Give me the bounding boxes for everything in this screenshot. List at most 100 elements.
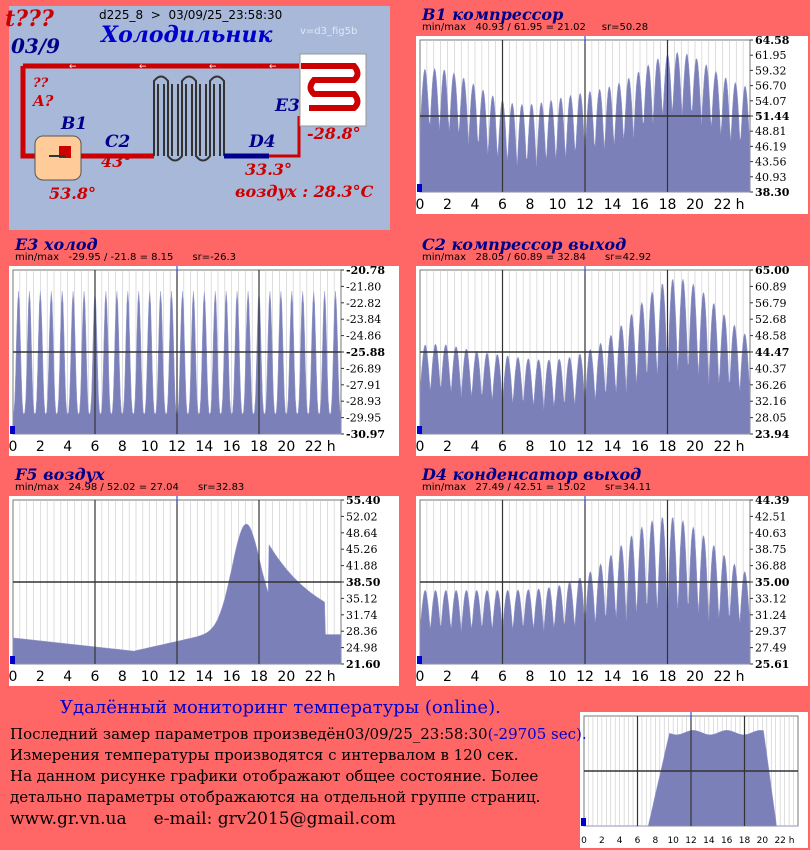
chart-mini: 0 2 4 6 8 10 12 14 16 18 20 22 h — [580, 712, 808, 848]
chart-2-minmax: min/max -29.95 / -21.8 = 8.15 sr=-26.3 — [15, 252, 237, 263]
y-tick-label: 56.79 — [755, 297, 787, 310]
label-b1: B1 — [61, 114, 88, 134]
x-tick-label: 14 — [195, 439, 213, 455]
start-marker — [417, 426, 422, 434]
x-tick-label: 14 — [604, 669, 622, 685]
x-tick-label: 22 — [774, 836, 785, 846]
compressor-icon — [34, 135, 82, 181]
y-tick-label: 31.74 — [346, 609, 378, 622]
y-tick-label: 59.32 — [755, 64, 787, 77]
y-tick-label: 35.00 — [755, 576, 790, 589]
y-tick-label: 55.40 — [346, 496, 381, 507]
y-tick-label: -26.89 — [346, 362, 381, 375]
date-mark: 03/9 — [11, 34, 61, 58]
x-tick-label: 10 — [141, 669, 159, 685]
x-tick-label: 4 — [63, 669, 72, 685]
schematic-title: Холодильник — [101, 22, 273, 48]
chart-e3-cold: -20.78 -21.80 -22.82 -23.84 -24.86 -25.88 -26.… — [9, 266, 399, 456]
chart-c2-compressor-out: 65.00 60.89 56.79 52.68 48.58 44.47 40.37 36.26… — [416, 266, 808, 456]
y-tick-label: -27.91 — [346, 379, 381, 392]
x-tick-label: 4 — [471, 669, 480, 685]
footer-line-2: Измерения температуры производятся с инт… — [10, 746, 519, 764]
x-tick-label: 16 — [223, 439, 241, 455]
x-tick-label: 20 — [277, 669, 295, 685]
x-tick-label: 6 — [498, 197, 507, 213]
x-tick-label: 20 — [277, 439, 295, 455]
y-tick-label: 52.68 — [755, 313, 787, 326]
y-tick-label: -29.95 — [346, 412, 381, 425]
chart-4-title: F5 воздух — [15, 465, 105, 484]
start-marker — [10, 656, 15, 664]
y-tick-label: 40.93 — [755, 171, 787, 184]
y-tick-label: 48.64 — [346, 527, 378, 540]
x-tick-label: 12 — [685, 836, 696, 846]
x-tick-label: 8 — [652, 836, 658, 846]
y-tick-label: 29.37 — [755, 625, 787, 638]
x-tick-label: 16 — [721, 836, 733, 846]
x-tick-label: 8 — [118, 439, 127, 455]
x-tick-label: 12 — [576, 197, 594, 213]
x-tick-label: 14 — [604, 439, 622, 455]
svg-text:←: ← — [139, 62, 147, 72]
x-tick-label: 2 — [443, 439, 452, 455]
footer-line-4: детально параметры отображаются на отдел… — [10, 788, 541, 806]
chart-5-title: D4 конденсатор выход — [422, 465, 642, 484]
y-tick-label: 61.95 — [755, 49, 787, 62]
y-tick-label: 24.98 — [346, 642, 378, 655]
y-tick-label: 48.58 — [755, 330, 787, 343]
x-tick-label: 0 — [416, 197, 424, 213]
x-tick-label: 10 — [549, 669, 567, 685]
air-temperature: воздух : 28.3°C — [235, 182, 374, 201]
x-tick-label: h — [327, 439, 336, 455]
x-tick-label: 0 — [9, 669, 17, 685]
footer-title: Удалённый мониторинг температуры (online… — [60, 697, 501, 718]
x-tick-label: 6 — [498, 439, 507, 455]
footer-contact[interactable]: www.gr.vn.ua e-mail: grv2015@gmail.com — [10, 809, 396, 829]
x-tick-label: 18 — [739, 836, 751, 846]
x-tick-label: 22 — [305, 669, 323, 685]
y-tick-label: -25.88 — [346, 346, 385, 359]
chart-1-title: B1 компрессор — [422, 5, 564, 24]
x-tick-label: 12 — [168, 669, 186, 685]
x-tick-label: 4 — [617, 836, 623, 846]
y-tick-label: 44.39 — [755, 496, 789, 507]
footer-line-3: На данном рисунке графики отображают общ… — [10, 767, 539, 785]
x-tick-label: 10 — [667, 836, 679, 846]
y-tick-label: -22.82 — [346, 297, 381, 310]
y-tick-label: 38.75 — [755, 543, 787, 556]
y-tick-label: -28.93 — [346, 395, 381, 408]
x-tick-label: 16 — [631, 439, 649, 455]
y-tick-label: 45.26 — [346, 543, 378, 556]
chart-f5-air: 55.40 52.02 48.64 45.26 41.88 38.50 35.12 31.74… — [9, 496, 399, 686]
chart-5-minmax: min/max 27.49 / 42.51 = 15.02 sr=34.11 — [422, 482, 652, 493]
status-mark: t??? — [5, 6, 54, 32]
x-tick-label: 0 — [581, 836, 587, 846]
y-tick-label: 56.70 — [755, 80, 787, 93]
x-tick-label: 18 — [250, 439, 268, 455]
start-marker — [417, 656, 422, 664]
y-tick-label: -30.97 — [346, 428, 385, 441]
y-tick-label: 65.00 — [755, 266, 790, 277]
y-tick-label: 28.36 — [346, 625, 378, 638]
x-tick-label: 6 — [91, 669, 100, 685]
y-tick-label: 35.12 — [346, 592, 378, 605]
x-tick-label: 20 — [686, 439, 704, 455]
y-tick-label: 31.24 — [755, 609, 787, 622]
schematic-drawing: ← ← ← ← — [20, 53, 367, 181]
unknown-mark-2: A? — [33, 92, 54, 110]
x-tick-label: 22 — [714, 669, 732, 685]
y-tick-label: 46.19 — [755, 140, 787, 153]
x-tick-label: 2 — [36, 669, 45, 685]
x-tick-label: 16 — [223, 669, 241, 685]
x-tick-label: 16 — [631, 197, 649, 213]
start-marker — [10, 426, 15, 434]
x-tick-label: 8 — [526, 439, 535, 455]
chart-3-minmax: min/max 28.05 / 60.89 = 32.84 sr=42.92 — [422, 252, 652, 263]
x-tick-label: 12 — [576, 669, 594, 685]
x-tick-label: 20 — [686, 669, 704, 685]
start-marker — [581, 818, 586, 826]
x-tick-label: 20 — [686, 197, 704, 213]
y-tick-label: 23.94 — [755, 428, 790, 441]
y-tick-label: -20.78 — [346, 266, 385, 277]
x-tick-label: 2 — [36, 439, 45, 455]
